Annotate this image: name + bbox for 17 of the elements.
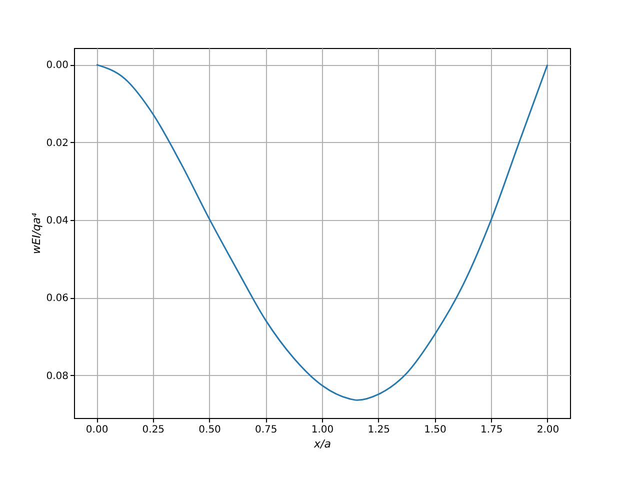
x-tick-label: 2.00 xyxy=(536,424,560,436)
x-tick-label: 0.25 xyxy=(142,424,165,436)
x-tick-label: 1.25 xyxy=(368,424,390,436)
y-tick-label: 0.08 xyxy=(46,370,68,382)
x-tick-label: 0.50 xyxy=(198,424,221,436)
x-tick-label: 1.50 xyxy=(424,424,446,436)
x-tick-label: 1.00 xyxy=(311,424,334,436)
x-tick-label: 1.75 xyxy=(480,424,503,436)
x-axis-title: x/a xyxy=(313,438,332,450)
y-tick-label: 0.00 xyxy=(46,60,68,72)
y-tick-label: 0.06 xyxy=(46,293,68,304)
y-tick-label: 0.02 xyxy=(46,138,68,149)
x-tick-label: 0.00 xyxy=(86,424,108,436)
line-series xyxy=(96,64,548,401)
y-axis-title: wEI/qa⁴ xyxy=(30,212,44,254)
x-tick-label: 0.75 xyxy=(255,424,278,436)
y-tick-label: 0.04 xyxy=(46,215,68,226)
